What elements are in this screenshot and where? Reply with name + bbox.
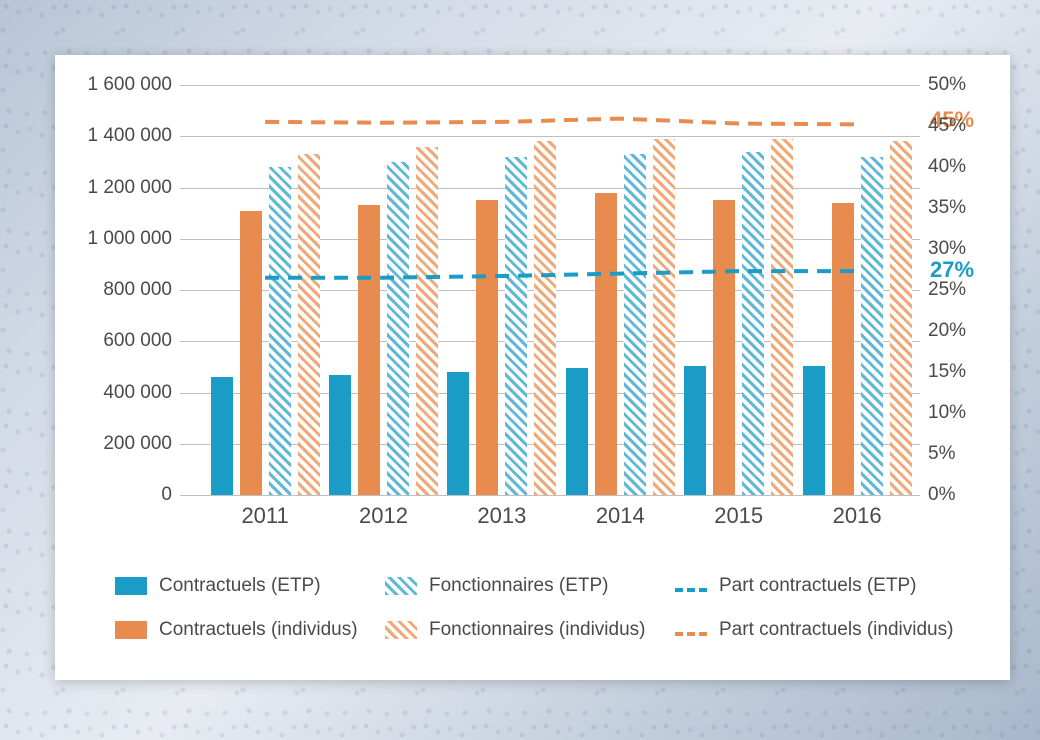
y-left-tick-label: 400 000 [62,382,172,404]
legend-part-ind: Part contractuels (individus) [675,619,975,641]
y-right-tick-label: 5% [928,443,988,465]
y-right-tick-label: 45% [928,115,988,137]
legend-fonctionnaires-etp: Fonctionnaires (ETP) [385,575,665,597]
legend-part-etp: Part contractuels (ETP) [675,575,975,597]
y-right-tick-label: 20% [928,320,988,342]
legend-label: Fonctionnaires (ETP) [429,575,609,597]
x-tick-label: 2014 [580,503,660,529]
legend-label: Part contractuels (ETP) [719,575,916,597]
trend-line-part_ind [180,85,920,495]
x-tick-label: 2013 [462,503,542,529]
gridline [180,495,920,496]
y-right-tick-label: 10% [928,402,988,424]
legend-label: Part contractuels (individus) [719,619,953,641]
y-right-tick-label: 40% [928,156,988,178]
legend: Contractuels (ETP) Fonctionnaires (ETP) … [115,575,985,641]
y-right-tick-label: 25% [928,279,988,301]
legend-swatch [675,588,707,592]
legend-contractuels-etp: Contractuels (ETP) [115,575,375,597]
y-left-tick-label: 200 000 [62,433,172,455]
legend-label: Contractuels (ETP) [159,575,321,597]
legend-swatch [115,577,147,595]
y-right-tick-label: 35% [928,197,988,219]
legend-swatch [385,577,417,595]
x-tick-label: 2016 [817,503,897,529]
y-right-tick-label: 15% [928,361,988,383]
legend-label: Contractuels (individus) [159,619,358,641]
legend-contractuels-ind: Contractuels (individus) [115,619,375,641]
legend-swatch [385,621,417,639]
y-left-tick-label: 1 400 000 [62,125,172,147]
x-tick-label: 2011 [225,503,305,529]
y-right-tick-label: 50% [928,74,988,96]
y-left-tick-label: 800 000 [62,279,172,301]
y-left-tick-label: 600 000 [62,330,172,352]
x-tick-label: 2012 [344,503,424,529]
y-right-tick-label: 0% [928,484,988,506]
y-left-tick-label: 1 600 000 [62,74,172,96]
legend-fonctionnaires-ind: Fonctionnaires (individus) [385,619,665,641]
plot-area [180,85,920,495]
chart-panel: 45% 27% Contractuels (ETP) Fonctionnaire… [55,55,1010,680]
legend-label: Fonctionnaires (individus) [429,619,646,641]
y-left-tick-label: 0 [62,484,172,506]
legend-swatch [675,632,707,636]
legend-swatch [115,621,147,639]
y-left-tick-label: 1 200 000 [62,177,172,199]
y-left-tick-label: 1 000 000 [62,228,172,250]
x-tick-label: 2015 [699,503,779,529]
y-right-tick-label: 30% [928,238,988,260]
